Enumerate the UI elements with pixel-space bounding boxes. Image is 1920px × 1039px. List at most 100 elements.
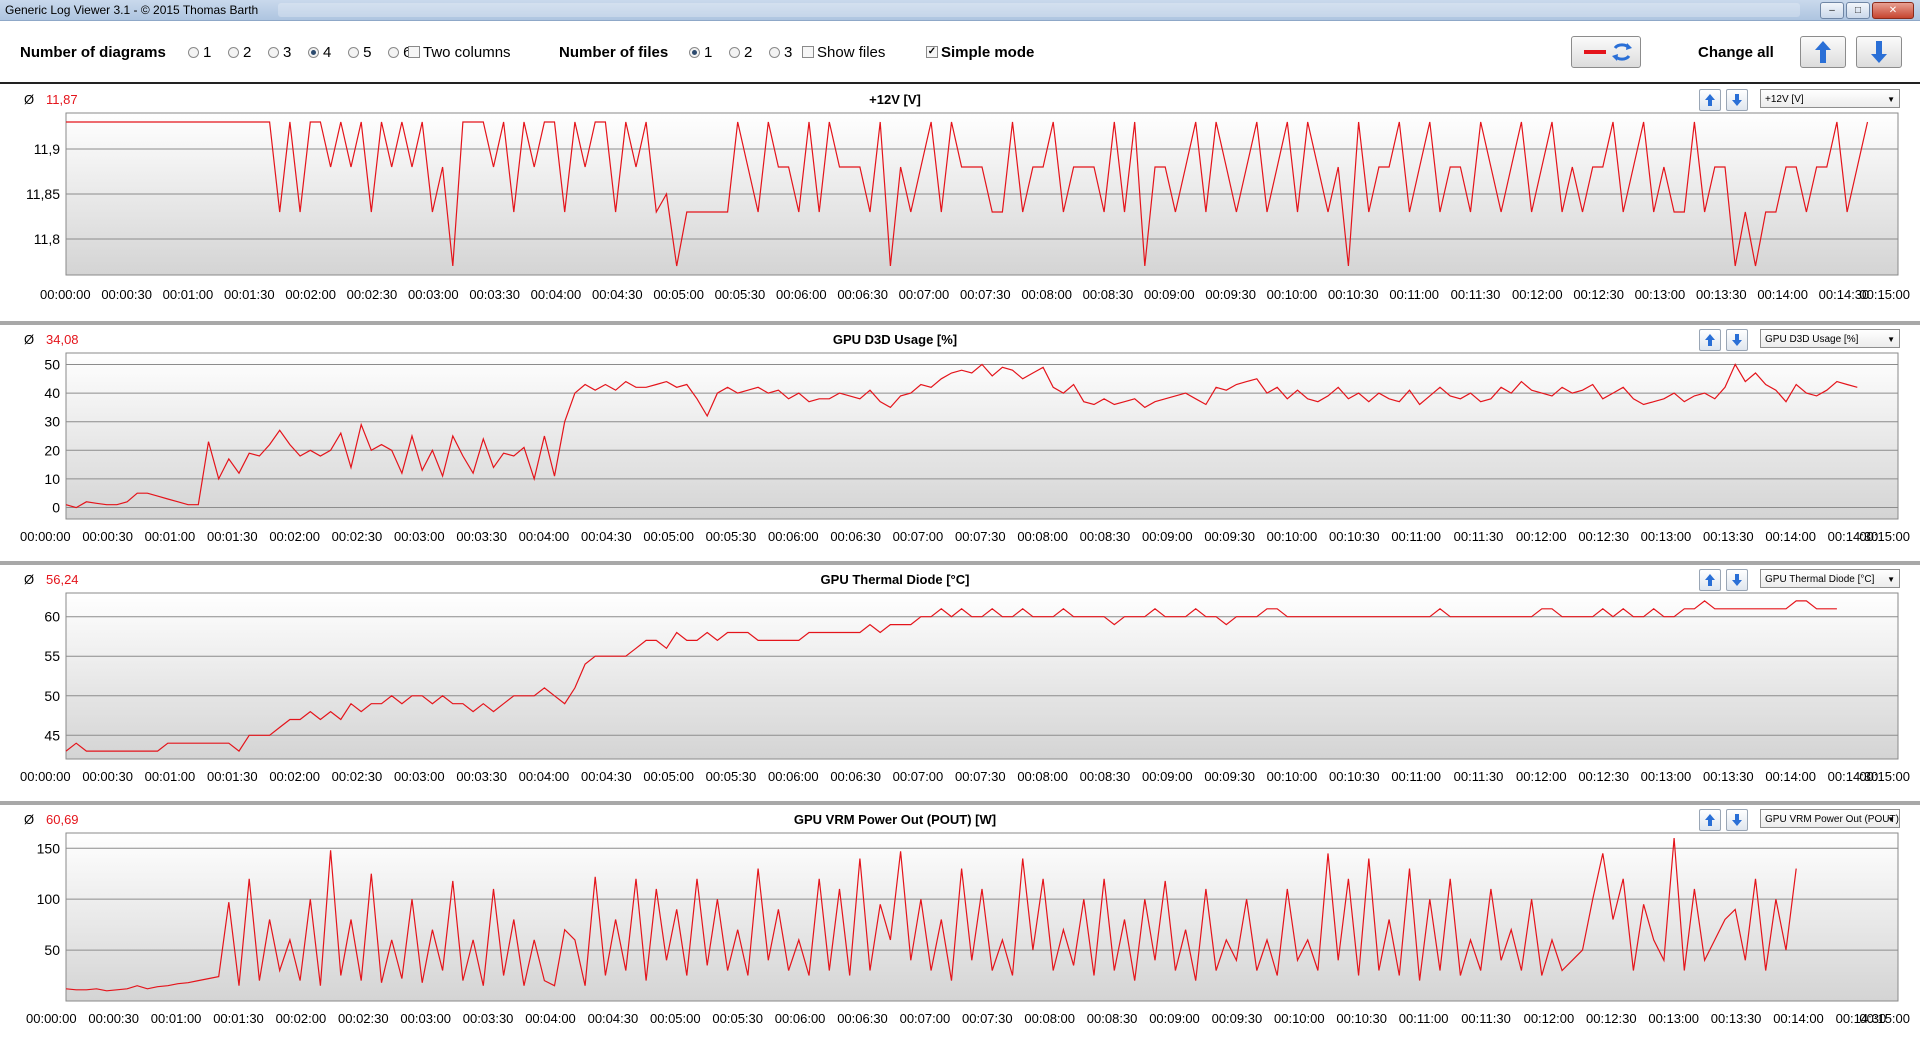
x-tick-label: 00:07:00 — [893, 529, 944, 544]
series-down-button[interactable] — [1726, 809, 1748, 831]
series-line — [66, 121, 1869, 267]
panel-divider[interactable] — [0, 801, 1920, 805]
x-tick-label: 00:05:30 — [706, 769, 757, 784]
x-tick-label: 00:05:30 — [706, 529, 757, 544]
file-radio-1[interactable]: 1 — [689, 44, 712, 61]
chart-title: GPU Thermal Diode [°C] — [820, 572, 970, 587]
chart-panel-vrm-power: Ø 60,69 GPU VRM Power Out (POUT) [W] GPU… — [0, 801, 1920, 1039]
change-all-up-button[interactable] — [1800, 36, 1846, 68]
chart-title: +12V [V] — [869, 92, 921, 107]
x-tick-label: 00:03:30 — [463, 1011, 514, 1026]
x-tick-label: 00:13:00 — [1641, 769, 1692, 784]
chevron-down-icon: ▼ — [1887, 95, 1895, 104]
x-tick-label: 00:00:00 — [20, 769, 71, 784]
x-tick-label: 00:10:30 — [1328, 287, 1379, 302]
series-line — [65, 600, 1837, 752]
y-tick-label: 40 — [44, 385, 60, 401]
x-tick-label: 00:11:00 — [1391, 769, 1441, 784]
x-tick-label: 00:04:00 — [525, 1011, 576, 1026]
x-tick-label: 00:12:30 — [1586, 1011, 1637, 1026]
x-tick-label: 00:10:30 — [1329, 529, 1380, 544]
show-files-checkbox[interactable]: Show files — [802, 44, 885, 61]
x-tick-label: 00:15:00 — [1859, 769, 1910, 784]
x-tick-label: 00:14:00 — [1757, 287, 1808, 302]
simple-mode-checkbox[interactable]: ✓ Simple mode — [926, 44, 1035, 61]
arrow-down-icon — [1732, 574, 1742, 586]
x-tick-label: 00:02:00 — [269, 529, 320, 544]
x-tick-label: 00:10:30 — [1329, 769, 1380, 784]
minimize-icon[interactable]: – — [1820, 1, 1844, 19]
diagram-radio-3[interactable]: 3 — [268, 44, 291, 61]
diagram-radio-1[interactable]: 1 — [188, 44, 211, 61]
title-bar-background — [278, 3, 1800, 17]
x-tick-label: 00:09:00 — [1142, 529, 1193, 544]
x-tick-label: 00:13:30 — [1703, 769, 1754, 784]
arrow-up-icon — [1705, 94, 1715, 106]
series-select[interactable]: GPU VRM Power Out (POUT) [W]▼ — [1760, 809, 1900, 828]
plot-area — [65, 592, 1899, 760]
red-minus-icon — [1584, 43, 1632, 61]
x-tick-label: 00:06:30 — [830, 769, 881, 784]
x-tick-label: 00:15:00 — [1859, 1011, 1910, 1026]
x-tick-label: 00:14:00 — [1765, 529, 1816, 544]
close-icon[interactable]: ✕ — [1872, 1, 1914, 19]
series-up-button[interactable] — [1699, 809, 1721, 831]
line-chart: 11,9 11,85 11,8 00:00:00 00:00:30 00:01:00 00:… — [26, 112, 1910, 302]
x-tick-label: 00:04:30 — [581, 769, 632, 784]
x-tick-label: 00:07:00 — [900, 1011, 951, 1026]
chart-panel-12v: Ø 11,87 +12V [V] +12V [V] ▼ 11,9 11,85 11,8… — [0, 85, 1920, 321]
x-tick-label: 00:02:30 — [338, 1011, 389, 1026]
x-tick-label: 00:14:30 — [1828, 769, 1879, 784]
y-tick-label: 10 — [44, 471, 60, 487]
panel-divider[interactable] — [0, 561, 1920, 565]
file-radio-3[interactable]: 3 — [769, 44, 792, 61]
x-tick-label: 00:12:30 — [1578, 529, 1629, 544]
arrow-up-icon — [1705, 574, 1715, 586]
x-tick-label: 00:13:00 — [1635, 287, 1686, 302]
plot-area — [65, 352, 1899, 520]
y-tick-label: 60 — [44, 609, 60, 625]
x-tick-label: 00:07:30 — [955, 529, 1006, 544]
series-down-button[interactable] — [1726, 329, 1748, 351]
reset-refresh-button[interactable] — [1571, 36, 1641, 68]
radio-icon — [388, 46, 400, 58]
radio-icon — [769, 46, 781, 58]
diagram-radio-4[interactable]: 4 — [308, 44, 331, 61]
x-tick-label: 00:10:00 — [1267, 529, 1318, 544]
x-tick-label: 00:08:00 — [1024, 1011, 1075, 1026]
x-tick-label: 00:13:30 — [1696, 287, 1747, 302]
two-columns-checkbox[interactable]: Two columns — [408, 44, 511, 61]
line-chart: 150 100 50 00:00:00 00:00:30 00:01:00 00:01:30… — [26, 832, 1910, 1026]
panel-divider[interactable] — [0, 321, 1920, 325]
maximize-icon[interactable]: □ — [1846, 1, 1870, 19]
x-tick-label: 00:14:30 — [1836, 1011, 1887, 1026]
series-up-button[interactable] — [1699, 89, 1721, 111]
x-tick-label: 00:07:30 — [962, 1011, 1013, 1026]
series-up-button[interactable] — [1699, 329, 1721, 351]
series-down-button[interactable] — [1726, 569, 1748, 591]
series-line — [65, 838, 1797, 992]
x-tick-label: 00:10:00 — [1274, 1011, 1325, 1026]
diagram-radio-6[interactable]: 6 — [388, 44, 411, 61]
x-tick-label: 00:00:30 — [82, 769, 133, 784]
x-tick-label: 00:13:00 — [1648, 1011, 1699, 1026]
x-tick-label: 00:04:00 — [519, 529, 570, 544]
x-tick-label: 00:07:00 — [893, 769, 944, 784]
change-all-down-button[interactable] — [1856, 36, 1902, 68]
diagram-radio-2[interactable]: 2 — [228, 44, 251, 61]
series-select[interactable]: +12V [V] ▼ — [1760, 89, 1900, 108]
series-select[interactable]: GPU D3D Usage [%] ▼ — [1760, 329, 1900, 348]
file-radio-2[interactable]: 2 — [729, 44, 752, 61]
average-value: 34,08 — [46, 332, 79, 347]
average-value: 11,87 — [46, 92, 78, 107]
radio-icon — [348, 46, 360, 58]
chart-title: GPU VRM Power Out (POUT) [W] — [793, 812, 997, 827]
diagrams-label: Number of diagrams — [20, 44, 166, 61]
x-tick-label: 00:10:00 — [1267, 287, 1318, 302]
series-select[interactable]: GPU Thermal Diode [°C] ▼ — [1760, 569, 1900, 588]
diagram-radio-5[interactable]: 5 — [348, 44, 371, 61]
x-tick-label: 00:11:30 — [1451, 287, 1501, 302]
x-tick-label: 00:00:30 — [82, 529, 133, 544]
series-down-button[interactable] — [1726, 89, 1748, 111]
series-up-button[interactable] — [1699, 569, 1721, 591]
